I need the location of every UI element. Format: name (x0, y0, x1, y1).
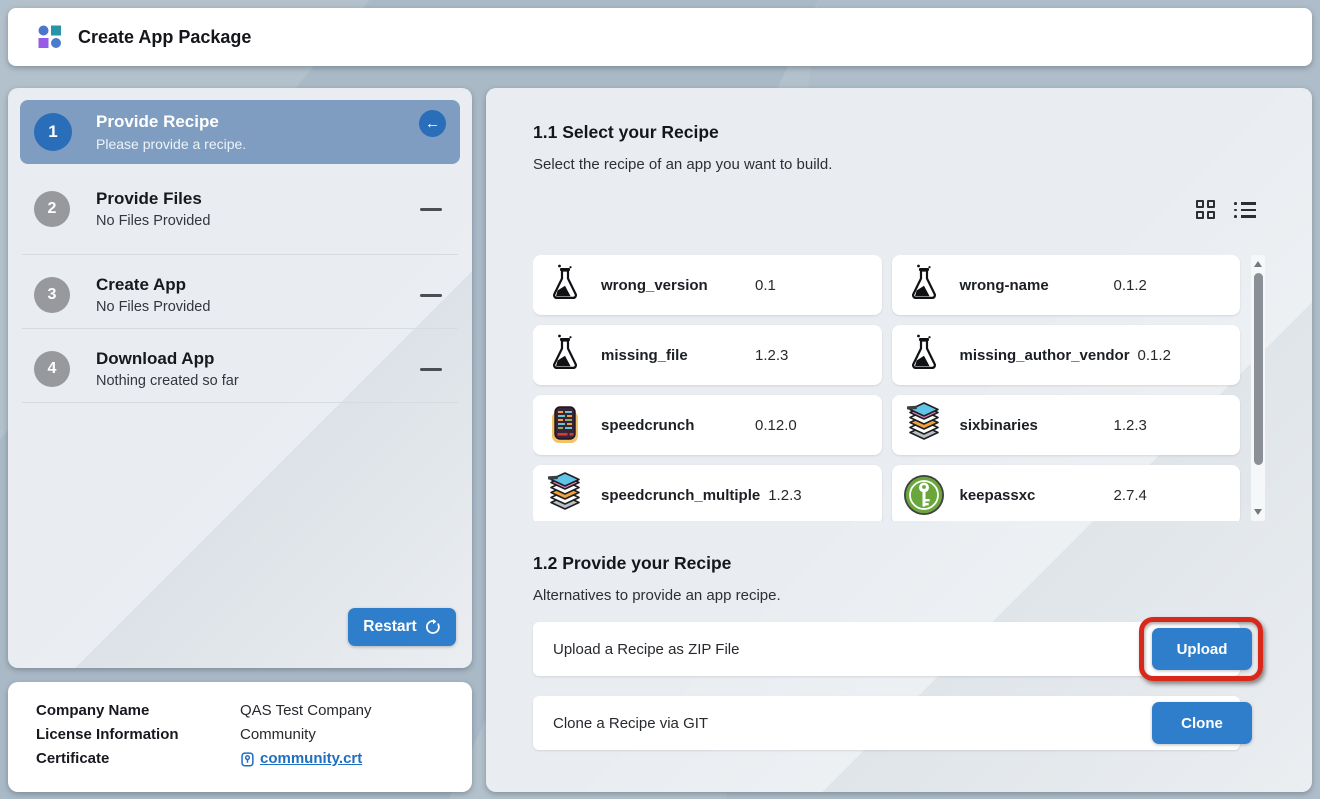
license-value: Community (240, 726, 316, 743)
company-name-value: QAS Test Company (240, 702, 372, 719)
restart-button[interactable]: Restart (348, 608, 456, 646)
layers-icon (547, 472, 580, 510)
select-recipe-title: 1.1 Select your Recipe (533, 122, 719, 142)
recipe-name: wrong-name (959, 276, 1049, 294)
scroll-down-icon[interactable] (1254, 509, 1262, 515)
scrollbar-thumb[interactable] (1253, 273, 1263, 465)
calculator-icon (552, 406, 578, 443)
certificate-row: Certificate community.crt (36, 747, 472, 771)
recipe-name: missing_file (601, 346, 688, 364)
provide-recipe-subtitle: Alternatives to provide an app recipe. (533, 587, 781, 604)
app-logo-icon (38, 25, 61, 48)
step-title: Create App (96, 275, 187, 294)
page-title: Create App Package (78, 26, 252, 47)
wizard-panel: 1 Provide Recipe Please provide a recipe… (8, 88, 472, 668)
flask-icon (911, 334, 936, 369)
recipe-name: speedcrunch (601, 416, 695, 434)
recipe-list: wrong_version 0.1 wrong-name 0.1.2 missi… (533, 255, 1265, 521)
wizard-step-provide-recipe[interactable]: 1 Provide Recipe Please provide a recipe… (20, 100, 460, 164)
company-name-row: Company Name QAS Test Company (36, 699, 472, 723)
restart-label: Restart (363, 618, 417, 635)
recipe-card[interactable]: speedcrunch_multiple 1.2.3 (533, 465, 882, 521)
collapse-minus-icon[interactable] (420, 207, 442, 211)
step-subtitle: No Files Provided (96, 213, 211, 229)
step-number-badge: 1 (34, 113, 72, 151)
recipe-version: 1.2.3 (755, 346, 789, 364)
recipe-name: wrong_version (601, 276, 708, 294)
divider (22, 328, 458, 329)
recipe-card[interactable]: missing_author_vendor 0.1.2 (891, 325, 1240, 385)
grid-view-icon[interactable] (1196, 200, 1216, 220)
clone-git-label: Clone a Recipe via GIT (553, 714, 709, 732)
recipe-card[interactable]: wrong_version 0.1 (533, 255, 882, 315)
step-title: Download App (96, 349, 215, 368)
license-row: License Information Community (36, 723, 472, 747)
step-number-badge: 4 (34, 351, 70, 387)
company-name-label: Company Name (36, 702, 150, 719)
step-number-badge: 2 (34, 191, 70, 227)
recipe-version: 0.1.2 (1137, 346, 1171, 364)
certificate-label: Certificate (36, 750, 110, 767)
step-subtitle: Please provide a recipe. (96, 136, 247, 152)
recipe-version: 2.7.4 (1113, 486, 1147, 504)
recipe-version: 1.2.3 (768, 486, 802, 504)
clone-git-row: Clone a Recipe via GIT Clone (533, 696, 1252, 750)
keepassxc-icon (903, 475, 944, 515)
license-label: License Information (36, 726, 179, 743)
license-info-panel: Company Name QAS Test Company License In… (8, 682, 472, 792)
recipe-name: keepassxc (959, 486, 1036, 504)
flask-icon (911, 264, 936, 299)
list-view-icon[interactable] (1234, 201, 1256, 219)
recipe-name: sixbinaries (959, 416, 1038, 434)
upload-zip-row: Upload a Recipe as ZIP File Upload (533, 617, 1263, 681)
wizard-step-create-app[interactable]: 3 Create App No Files Provided (20, 260, 460, 330)
flask-icon (553, 264, 577, 299)
recipe-version: 0.1 (755, 276, 776, 294)
collapse-minus-icon[interactable] (420, 367, 442, 371)
upload-zip-label: Upload a Recipe as ZIP File (553, 640, 740, 658)
view-toggle-group (1196, 200, 1256, 220)
step-subtitle: Nothing created so far (96, 373, 239, 389)
divider (22, 254, 458, 255)
recipe-name: missing_author_vendor (959, 346, 1130, 364)
certificate-icon (241, 751, 254, 767)
certificate-link[interactable]: community.crt (240, 747, 362, 771)
recipe-card[interactable]: sixbinaries 1.2.3 (891, 395, 1240, 455)
upload-button[interactable]: Upload (1152, 628, 1252, 670)
wizard-step-provide-files[interactable]: 2 Provide Files No Files Provided (20, 174, 460, 244)
recipe-card[interactable]: wrong-name 0.1.2 (891, 255, 1240, 315)
select-recipe-subtitle: Select the recipe of an app you want to … (533, 156, 833, 173)
recipe-card[interactable]: missing_file 1.2.3 (533, 325, 882, 385)
app-header: Create App Package (8, 8, 1312, 66)
layers-icon (906, 402, 939, 440)
recipe-version: 0.12.0 (755, 416, 797, 434)
provide-recipe-title: 1.2 Provide your Recipe (533, 553, 732, 573)
step-subtitle: No Files Provided (96, 299, 211, 315)
recipe-panel: 1.1 Select your Recipe Select the recipe… (486, 88, 1312, 792)
step-title: Provide Files (96, 189, 202, 208)
collapse-minus-icon[interactable] (420, 293, 442, 297)
scroll-up-icon[interactable] (1254, 261, 1262, 267)
scrollbar[interactable] (1251, 255, 1265, 521)
recipe-version: 1.2.3 (1113, 416, 1147, 434)
clone-button[interactable]: Clone (1152, 702, 1252, 744)
recipe-name: speedcrunch_multiple (601, 486, 761, 504)
certificate-link-text: community.crt (260, 750, 363, 767)
arrow-left-icon[interactable]: ← (419, 110, 446, 137)
restart-icon (425, 619, 440, 634)
wizard-step-download-app[interactable]: 4 Download App Nothing created so far (20, 334, 460, 404)
recipe-version: 0.1.2 (1113, 276, 1147, 294)
recipe-card[interactable]: keepassxc 2.7.4 (891, 465, 1240, 521)
step-number-badge: 3 (34, 277, 70, 313)
recipe-card[interactable]: speedcrunch 0.12.0 (533, 395, 882, 455)
flask-icon (553, 334, 577, 369)
step-title: Provide Recipe (96, 112, 219, 131)
divider (22, 402, 458, 403)
